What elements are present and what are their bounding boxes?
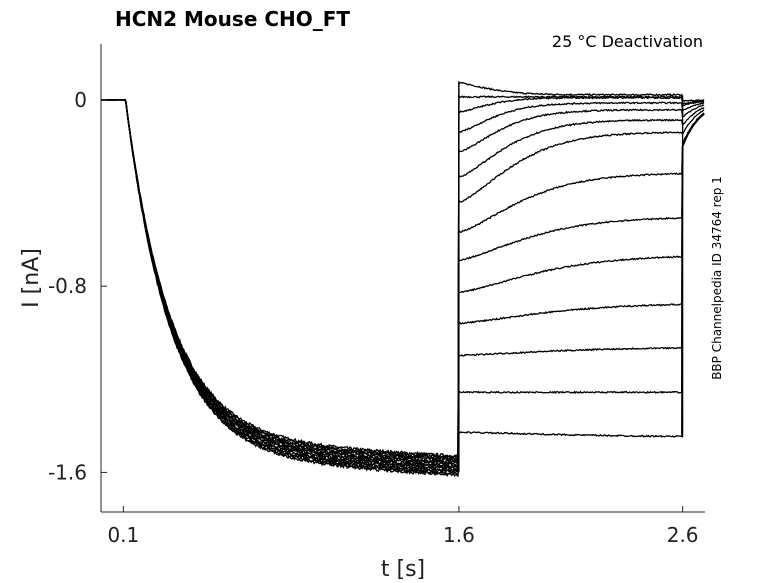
sweep-trace bbox=[101, 98, 705, 470]
x-axis-label: t [s] bbox=[381, 557, 425, 582]
y-tick-label: 0 bbox=[74, 88, 87, 112]
chart-subtitle: 25 °C Deactivation bbox=[552, 32, 703, 51]
sweep-trace bbox=[100, 98, 705, 468]
y-tick-label: -1.6 bbox=[48, 460, 87, 484]
ticks-group: 0.1 1.6 2.6 0 -0.8 -1.6 bbox=[48, 88, 699, 547]
y-axis-label: I [nA] bbox=[19, 248, 44, 308]
y-tick-label: -0.8 bbox=[48, 274, 87, 298]
sweep-trace bbox=[101, 99, 705, 477]
sweep-trace bbox=[101, 98, 705, 475]
sweep-trace bbox=[100, 94, 705, 460]
sweep-trace bbox=[100, 99, 705, 473]
sweep-trace bbox=[100, 98, 705, 474]
sweep-trace bbox=[100, 99, 705, 464]
x-tick-label: 2.6 bbox=[667, 523, 699, 547]
sweep-trace bbox=[100, 81, 705, 458]
chart-title: HCN2 Mouse CHO_FT bbox=[115, 7, 350, 31]
sweep-trace bbox=[100, 98, 705, 467]
side-label: BBP Channelpedia ID 34764 rep 1 bbox=[710, 176, 724, 380]
x-tick-label: 1.6 bbox=[443, 523, 475, 547]
sweep-trace bbox=[100, 96, 705, 462]
sweep-trace bbox=[101, 99, 705, 466]
x-tick-label: 0.1 bbox=[107, 523, 139, 547]
traces-group bbox=[100, 81, 705, 477]
sweep-trace bbox=[101, 98, 705, 463]
sweep-trace bbox=[101, 98, 705, 475]
